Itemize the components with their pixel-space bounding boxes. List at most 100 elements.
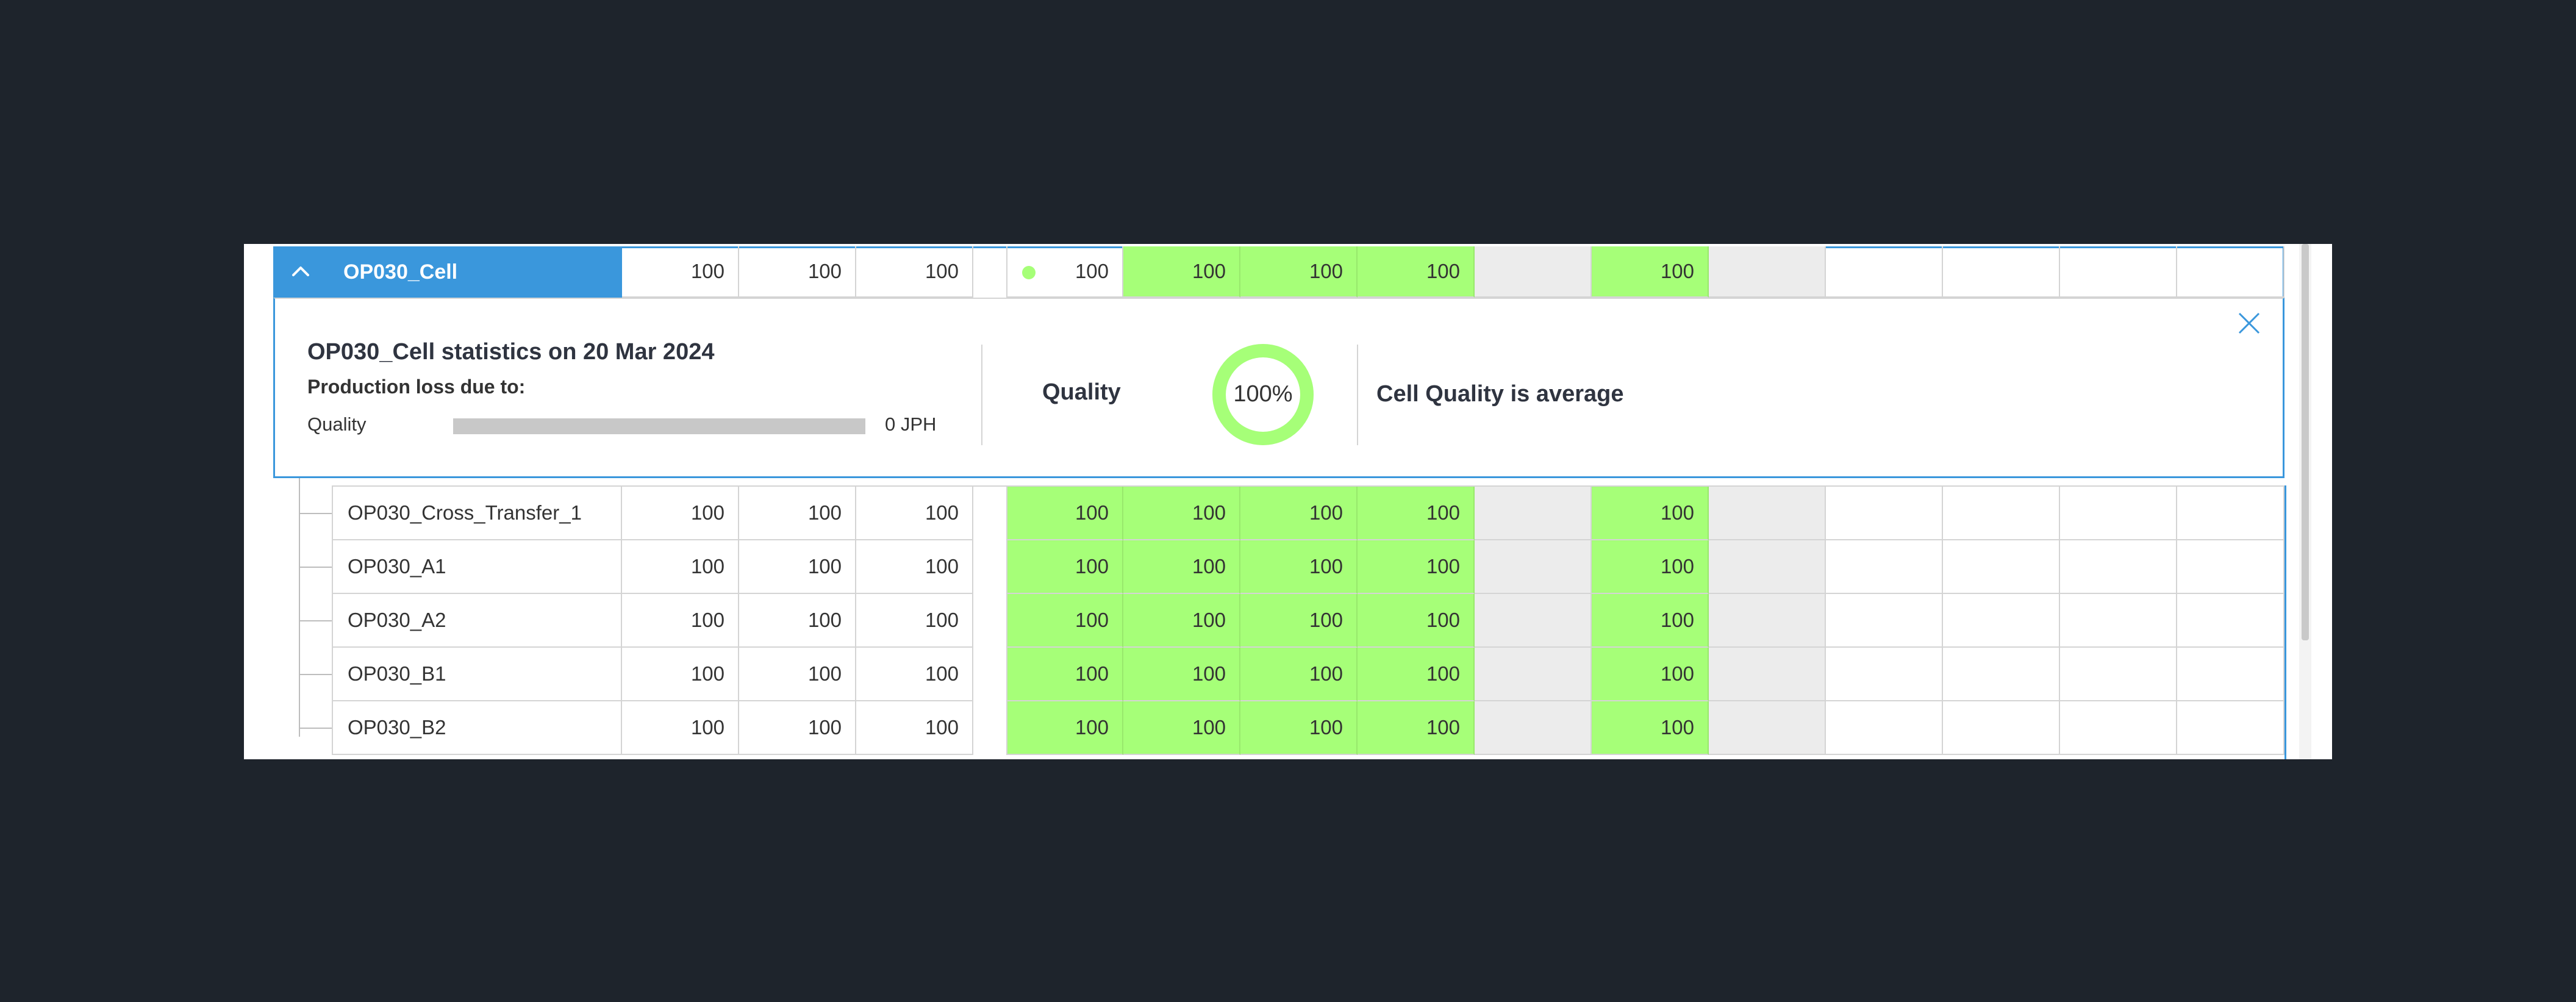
- cell-row-header[interactable]: OP030_Cell: [273, 246, 622, 298]
- child-status-11[interactable]: [2177, 487, 2284, 540]
- child-status-1[interactable]: 100: [1006, 487, 1123, 540]
- child-status-11[interactable]: [2177, 701, 2284, 755]
- child-status-5[interactable]: [1475, 487, 1592, 540]
- child-row-name[interactable]: OP030_B2: [332, 701, 622, 755]
- child-status-7[interactable]: [1709, 648, 1826, 701]
- child-status-1[interactable]: 100: [1006, 701, 1123, 755]
- child-status-2[interactable]: 100: [1123, 648, 1240, 701]
- child-status-7[interactable]: [1709, 701, 1826, 755]
- loss-value: 0 JPH: [885, 413, 937, 435]
- child-status-6[interactable]: 100: [1592, 648, 1709, 701]
- cell-status-11[interactable]: [2177, 246, 2284, 298]
- child-status-2[interactable]: 100: [1123, 594, 1240, 648]
- divider: [1357, 345, 1358, 445]
- vertical-scrollbar[interactable]: [2299, 244, 2311, 759]
- child-status-10[interactable]: [2060, 540, 2177, 594]
- child-value-2: 100: [739, 648, 856, 701]
- child-status-4[interactable]: 100: [1358, 487, 1475, 540]
- child-value-2: 100: [739, 487, 856, 540]
- scrollbar-thumb[interactable]: [2302, 244, 2309, 640]
- child-status-6[interactable]: 100: [1592, 594, 1709, 648]
- cell-status-10[interactable]: [2060, 246, 2177, 298]
- loss-category-label: Quality: [307, 413, 367, 435]
- child-status-3[interactable]: 100: [1240, 701, 1358, 755]
- quality-label: Quality: [1042, 379, 1121, 405]
- close-icon[interactable]: [2236, 310, 2263, 337]
- child-status-7[interactable]: [1709, 487, 1826, 540]
- cell-status-8[interactable]: [1826, 246, 1943, 298]
- child-status-2[interactable]: 100: [1123, 487, 1240, 540]
- child-status-2[interactable]: 100: [1123, 701, 1240, 755]
- child-row-name[interactable]: OP030_B1: [332, 648, 622, 701]
- child-status-4[interactable]: 100: [1358, 648, 1475, 701]
- cell-status-4[interactable]: 100: [1358, 246, 1475, 298]
- child-status-9[interactable]: [1943, 594, 2060, 648]
- child-status-1[interactable]: 100: [1006, 594, 1123, 648]
- child-status-4[interactable]: 100: [1358, 540, 1475, 594]
- cell-status-1[interactable]: 100: [1006, 246, 1123, 298]
- cell-status-9[interactable]: [1943, 246, 2060, 298]
- child-value-1: 100: [622, 487, 739, 540]
- child-status-10[interactable]: [2060, 648, 2177, 701]
- cell-status-5[interactable]: [1475, 246, 1592, 298]
- child-row-name[interactable]: OP030_Cross_Transfer_1: [332, 487, 622, 540]
- child-status-7[interactable]: [1709, 540, 1826, 594]
- row-divider: [332, 485, 2284, 487]
- tree-branch: [299, 728, 332, 729]
- tree-branch: [299, 513, 332, 514]
- child-status-9[interactable]: [1943, 540, 2060, 594]
- cell-value-1: 100: [622, 246, 739, 298]
- child-value-2: 100: [739, 594, 856, 648]
- chevron-up-icon[interactable]: [290, 261, 311, 282]
- child-status-11[interactable]: [2177, 648, 2284, 701]
- cell-status-2[interactable]: 100: [1123, 246, 1240, 298]
- child-status-5[interactable]: [1475, 648, 1592, 701]
- child-status-9[interactable]: [1943, 648, 2060, 701]
- child-status-8[interactable]: [1826, 540, 1943, 594]
- cell-table-panel: OP030_Cell 100 100 100 100 100 100 100 1…: [244, 244, 2332, 759]
- child-status-11[interactable]: [2177, 594, 2284, 648]
- child-value-1: 100: [622, 540, 739, 594]
- child-value-3: 100: [856, 594, 973, 648]
- loss-bar: [453, 418, 865, 434]
- child-status-8[interactable]: [1826, 648, 1943, 701]
- cell-status-3[interactable]: 100: [1240, 246, 1358, 298]
- child-status-8[interactable]: [1826, 487, 1943, 540]
- child-status-8[interactable]: [1826, 701, 1943, 755]
- child-value-1: 100: [622, 648, 739, 701]
- child-status-1[interactable]: 100: [1006, 648, 1123, 701]
- quality-donut-arc: [1212, 344, 1314, 445]
- child-status-4[interactable]: 100: [1358, 594, 1475, 648]
- cell-status-1-value: 100: [1075, 260, 1109, 282]
- child-status-9[interactable]: [1943, 701, 2060, 755]
- child-status-7[interactable]: [1709, 594, 1826, 648]
- child-status-8[interactable]: [1826, 594, 1943, 648]
- child-status-3[interactable]: 100: [1240, 487, 1358, 540]
- child-status-4[interactable]: 100: [1358, 701, 1475, 755]
- child-status-3[interactable]: 100: [1240, 648, 1358, 701]
- child-status-10[interactable]: [2060, 487, 2177, 540]
- child-status-6[interactable]: 100: [1592, 487, 1709, 540]
- cell-status-7[interactable]: [1709, 246, 1826, 298]
- tree-branch: [299, 620, 332, 621]
- status-dot-icon: [1022, 266, 1036, 279]
- child-status-1[interactable]: 100: [1006, 540, 1123, 594]
- cell-status-6[interactable]: 100: [1592, 246, 1709, 298]
- child-status-2[interactable]: 100: [1123, 540, 1240, 594]
- child-row-name[interactable]: OP030_A1: [332, 540, 622, 594]
- child-status-3[interactable]: 100: [1240, 540, 1358, 594]
- child-row-name[interactable]: OP030_A2: [332, 594, 622, 648]
- child-status-9[interactable]: [1943, 487, 2060, 540]
- child-status-5[interactable]: [1475, 594, 1592, 648]
- child-status-6[interactable]: 100: [1592, 540, 1709, 594]
- child-status-10[interactable]: [2060, 594, 2177, 648]
- child-status-5[interactable]: [1475, 701, 1592, 755]
- tree-connector: [299, 478, 300, 737]
- child-status-11[interactable]: [2177, 540, 2284, 594]
- child-status-5[interactable]: [1475, 540, 1592, 594]
- selection-edge: [2284, 485, 2286, 759]
- child-status-10[interactable]: [2060, 701, 2177, 755]
- child-status-3[interactable]: 100: [1240, 594, 1358, 648]
- child-value-3: 100: [856, 648, 973, 701]
- child-status-6[interactable]: 100: [1592, 701, 1709, 755]
